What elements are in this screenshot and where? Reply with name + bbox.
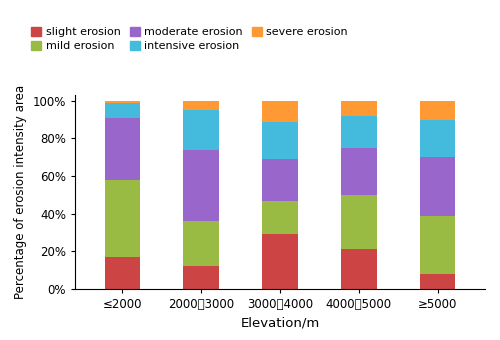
Bar	[184, 101, 219, 110]
X-axis label: Elevation/m: Elevation/m	[240, 317, 320, 329]
Bar	[104, 257, 140, 289]
Bar	[262, 235, 298, 289]
Bar	[104, 103, 140, 118]
Bar	[262, 101, 298, 121]
Bar	[184, 110, 219, 150]
Bar	[184, 150, 219, 221]
Bar	[184, 221, 219, 267]
Bar	[420, 120, 456, 157]
Bar	[420, 101, 456, 120]
Bar	[104, 180, 140, 257]
Bar	[262, 201, 298, 235]
Bar	[341, 101, 376, 116]
Bar	[420, 157, 456, 216]
Bar	[262, 121, 298, 159]
Bar	[341, 250, 376, 289]
Bar	[341, 148, 376, 195]
Bar	[104, 118, 140, 180]
Bar	[420, 216, 456, 274]
Y-axis label: Percentage of erosion intensity area: Percentage of erosion intensity area	[14, 85, 27, 299]
Bar	[262, 159, 298, 201]
Bar	[420, 274, 456, 289]
Bar	[341, 116, 376, 148]
Bar	[341, 195, 376, 250]
Bar	[104, 101, 140, 103]
Legend: slight erosion, mild erosion, moderate erosion, intensive erosion, severe erosio: slight erosion, mild erosion, moderate e…	[32, 27, 347, 51]
Bar	[184, 267, 219, 289]
